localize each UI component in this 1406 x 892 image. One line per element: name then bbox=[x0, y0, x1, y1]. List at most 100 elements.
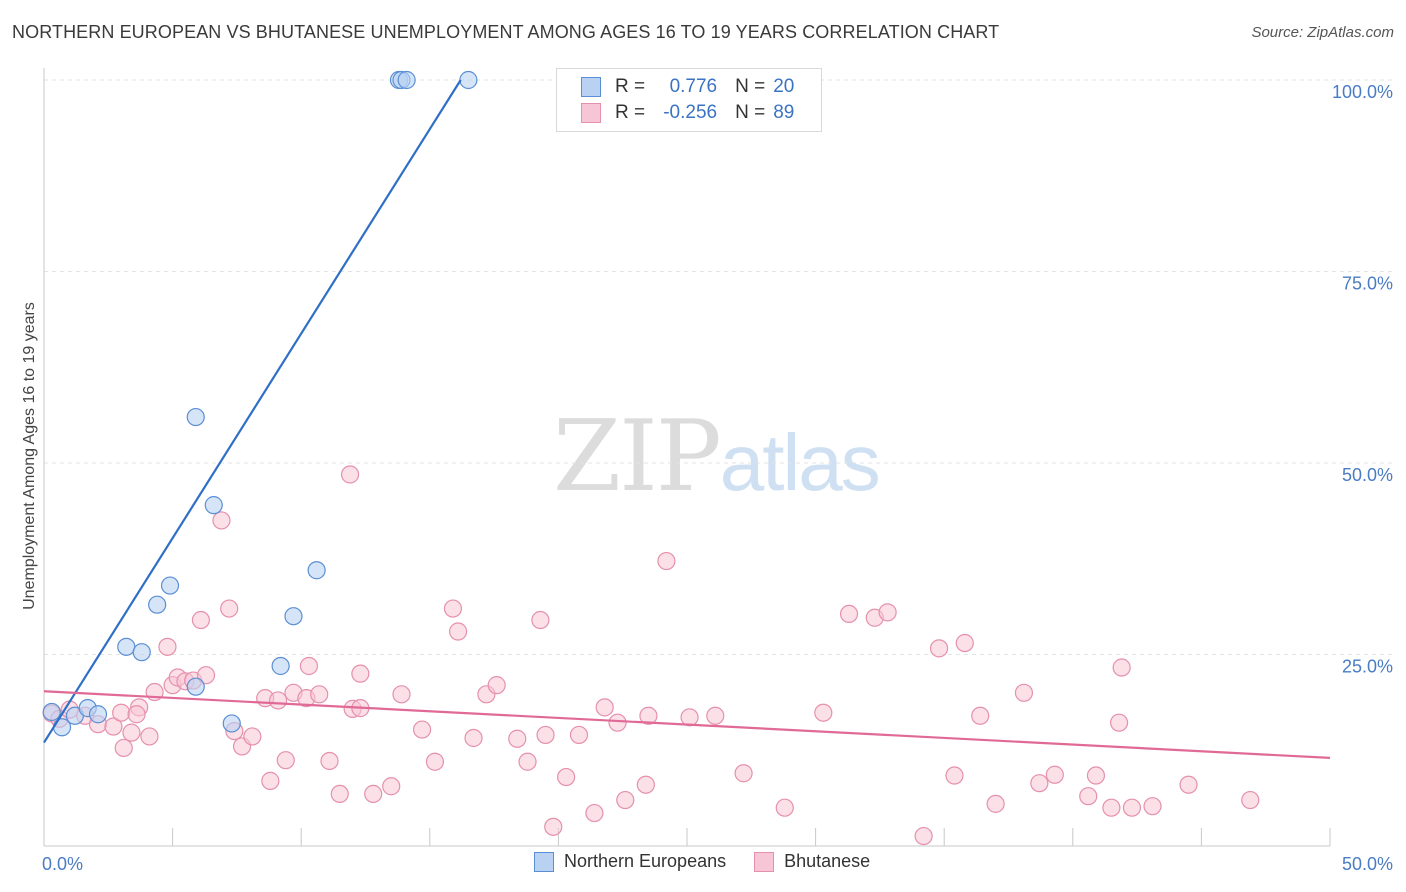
bhutanese-point bbox=[544, 817, 563, 836]
y-tick-label: 100.0% bbox=[1332, 82, 1393, 102]
y-tick-label: 75.0% bbox=[1342, 274, 1393, 294]
bhutanese-point bbox=[382, 777, 401, 796]
bhutanese-point bbox=[557, 767, 576, 787]
legend-item-bhutanese: Bhutanese bbox=[754, 851, 870, 872]
northern-europeans-point bbox=[307, 561, 326, 580]
bhutanese-points bbox=[42, 465, 1260, 846]
legend-row-bhutanese: R = -0.256 N = 89 bbox=[581, 101, 794, 125]
y-tick-label: 50.0% bbox=[1342, 465, 1393, 485]
bhutanese-point bbox=[261, 771, 280, 790]
northern-europeans-point bbox=[204, 496, 223, 515]
northern-europeans-point bbox=[148, 595, 167, 614]
bhutanese-point bbox=[569, 725, 589, 745]
northern-europeans-trend-line bbox=[43, 79, 462, 744]
grid-lines bbox=[44, 79, 1392, 655]
bhutanese-point bbox=[158, 637, 177, 656]
n-value: 89 bbox=[773, 102, 795, 123]
bhutanese-point bbox=[1045, 765, 1064, 784]
bhutanese-point bbox=[986, 794, 1005, 813]
bhutanese-point bbox=[268, 691, 288, 710]
bhutanese-point bbox=[914, 826, 933, 846]
bhutanese-point bbox=[122, 723, 141, 742]
bhutanese-point bbox=[518, 752, 537, 771]
bhutanese-point bbox=[425, 752, 445, 771]
bhutanese-point bbox=[585, 803, 604, 823]
bhutanese-point bbox=[1179, 775, 1198, 794]
legend-item-northern-europeans: Northern Europeans bbox=[534, 851, 726, 872]
bhutanese-point bbox=[196, 666, 216, 685]
bhutanese-point bbox=[929, 639, 949, 658]
northern-europeans-point bbox=[88, 705, 108, 724]
bhutanese-point bbox=[114, 738, 133, 758]
bhutanese-point bbox=[657, 551, 676, 571]
bhutanese-point bbox=[392, 685, 411, 704]
northern-europeans-point bbox=[42, 702, 61, 722]
northern-europeans-point bbox=[271, 656, 290, 676]
blue-swatch bbox=[534, 851, 554, 872]
tick-labels: 25.0% 50.0% 75.0% 100.0% 0.0% 50.0% bbox=[42, 82, 1393, 874]
northern-europeans-point bbox=[397, 70, 416, 90]
northern-europeans-point bbox=[160, 576, 180, 595]
x-tick-label: 50.0% bbox=[1342, 854, 1393, 874]
bhutanese-point bbox=[839, 604, 859, 624]
northern-europeans-point bbox=[117, 637, 136, 656]
bhutanese-point bbox=[595, 698, 614, 717]
x-tick-label: 0.0% bbox=[42, 854, 83, 874]
bhutanese-trend-line bbox=[43, 690, 1331, 760]
bhutanese-point bbox=[320, 751, 339, 771]
bhutanese-point bbox=[127, 705, 146, 724]
bhutanese-point bbox=[299, 656, 319, 676]
bhutanese-point bbox=[1030, 774, 1049, 793]
n-value: 20 bbox=[773, 76, 795, 97]
bhutanese-point bbox=[945, 766, 964, 785]
bhutanese-point bbox=[1112, 658, 1131, 677]
northern-europeans-point bbox=[186, 407, 205, 427]
bhutanese-point bbox=[104, 717, 123, 736]
r-value: 0.776 bbox=[669, 76, 718, 97]
bhutanese-point bbox=[536, 725, 555, 745]
bhutanese-point bbox=[351, 664, 370, 683]
bhutanese-point bbox=[330, 784, 349, 804]
bhutanese-point bbox=[1102, 798, 1121, 817]
bhutanese-point bbox=[487, 676, 506, 695]
blue-swatch bbox=[581, 77, 601, 97]
bhutanese-point bbox=[1086, 766, 1106, 785]
bhutanese-point bbox=[814, 703, 833, 722]
bhutanese-point bbox=[443, 599, 463, 618]
bhutanese-point bbox=[364, 784, 383, 804]
trend-lines bbox=[43, 79, 1331, 760]
bhutanese-point bbox=[276, 751, 295, 770]
bhutanese-point bbox=[706, 706, 725, 725]
bhutanese-point bbox=[412, 720, 432, 739]
bhutanese-point bbox=[112, 703, 131, 722]
pink-swatch bbox=[754, 851, 775, 872]
northern-europeans-point bbox=[186, 677, 205, 696]
legend-row-northern-europeans: R = 0.776 N = 20 bbox=[581, 75, 794, 99]
bhutanese-point bbox=[734, 764, 753, 783]
correlation-legend: R = 0.776 N = 20 R = -0.256 N = 89 bbox=[556, 68, 822, 132]
legend-label: Bhutanese bbox=[784, 851, 871, 871]
bhutanese-point bbox=[955, 633, 974, 653]
bhutanese-point bbox=[1014, 683, 1034, 702]
pink-swatch bbox=[581, 103, 601, 123]
bhutanese-point bbox=[616, 790, 635, 810]
bhutanese-point bbox=[775, 798, 794, 817]
n-label: N = bbox=[735, 102, 766, 123]
northern-europeans-point bbox=[284, 607, 303, 626]
bhutanese-point bbox=[508, 729, 527, 748]
y-tick-label: 25.0% bbox=[1342, 657, 1393, 677]
n-label: N = bbox=[735, 76, 766, 97]
bhutanese-point bbox=[191, 610, 210, 630]
bhutanese-point bbox=[608, 713, 627, 732]
bhutanese-point bbox=[448, 622, 468, 641]
bhutanese-point bbox=[464, 728, 483, 748]
bhutanese-point bbox=[971, 706, 990, 725]
source-label: Source: ZipAtlas.com bbox=[1251, 24, 1394, 41]
northern-europeans-point bbox=[459, 70, 478, 90]
northern-europeans-point bbox=[132, 643, 151, 662]
bhutanese-point bbox=[1122, 798, 1142, 817]
bhutanese-point bbox=[212, 511, 231, 530]
bhutanese-point bbox=[140, 727, 159, 746]
bhutanese-point bbox=[636, 775, 655, 794]
